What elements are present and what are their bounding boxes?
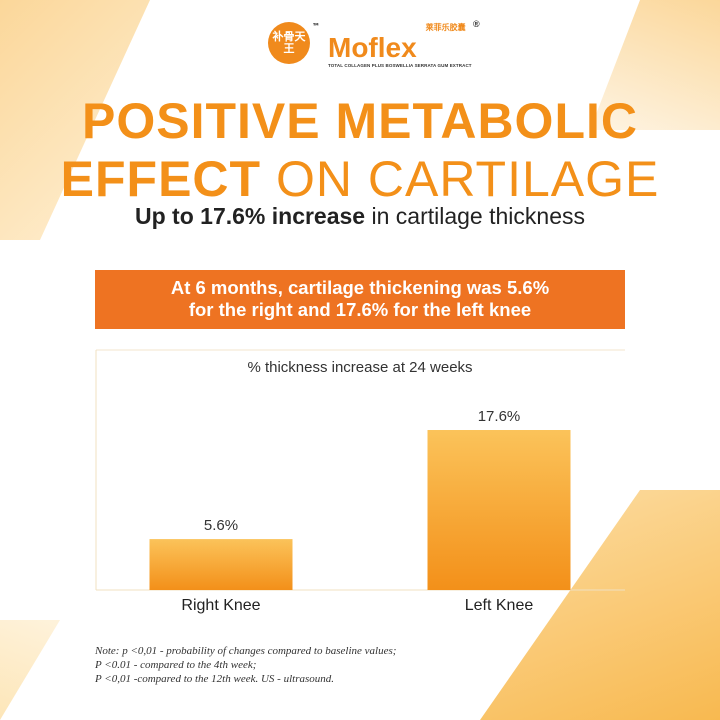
- note-line: Note: p <0,01 - probability of changes c…: [95, 645, 397, 657]
- subtitle-bold: Up to 17.6% increase: [135, 203, 366, 229]
- bar-left-knee: [427, 430, 571, 590]
- title-line-1: POSITIVE METABOLIC: [82, 93, 638, 149]
- title-bold: EFFECT: [60, 151, 262, 207]
- bars: 5.6% Right Knee 17.6% Left Knee: [149, 408, 571, 614]
- brand-cn: 莱菲乐胶囊: [425, 23, 466, 32]
- banner-line-2: for the right and 17.6% for the left kne…: [188, 299, 532, 320]
- chart-title: % thickness increase at 24 weeks: [247, 359, 472, 376]
- subtitle-rest: in cartilage thickness: [365, 203, 585, 229]
- trademark: ™: [312, 22, 320, 31]
- data-label: 17.6%: [478, 408, 521, 425]
- seal-text: 补骨天王: [272, 29, 306, 55]
- logo: 补骨天王 ™ Moflex 莱菲乐胶囊 ® TOTAL COLLAGEN PLU…: [268, 20, 480, 69]
- note-line: P <0.01 - compared to the 4th week;: [95, 659, 257, 671]
- page-title: POSITIVE METABOLIC EFFECT ON CARTILAGE: [0, 92, 720, 208]
- category-label: Left Knee: [465, 597, 534, 614]
- brand-name: Moflex: [328, 32, 417, 63]
- brand-logo: Moflex 莱菲乐胶囊 ® TOTAL COLLAGEN PLUS BOSWE…: [328, 20, 480, 69]
- subtitle: Up to 17.6% increase in cartilage thickn…: [0, 203, 720, 230]
- note-line: P <0,01 -compared to the 12th week. US -…: [95, 673, 335, 685]
- summary-banner: At 6 months, cartilage thickening was 5.…: [95, 270, 625, 329]
- brand-tagline: TOTAL COLLAGEN PLUS BOSWELLIA SERRATA GU…: [328, 63, 472, 68]
- footnote: Note: p <0,01 - probability of changes c…: [95, 644, 396, 686]
- registered-mark: ®: [473, 19, 480, 29]
- banner-line-1: At 6 months, cartilage thickening was 5.…: [170, 277, 550, 298]
- title-light: ON CARTILAGE: [261, 151, 660, 207]
- bar-right-knee: [149, 539, 293, 590]
- seal-logo: 补骨天王: [268, 22, 310, 64]
- data-label: 5.6%: [204, 517, 238, 534]
- category-label: Right Knee: [181, 597, 260, 614]
- title-line-2: EFFECT ON CARTILAGE: [0, 150, 720, 208]
